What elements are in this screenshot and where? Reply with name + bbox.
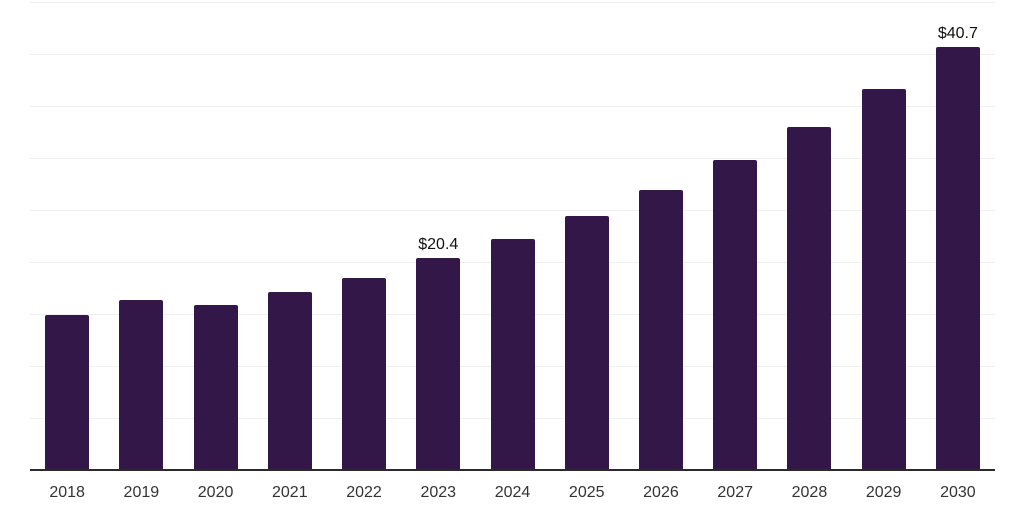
bar-value-label-2023: $20.4 (418, 235, 459, 253)
bar-2029 (861, 89, 906, 470)
x-tick-2024: 2024 (494, 484, 531, 501)
x-tick-2021: 2021 (272, 484, 308, 501)
bar-2023 (416, 257, 461, 470)
x-tick-2027: 2027 (717, 484, 753, 501)
x-tick-2030: 2030 (940, 484, 976, 501)
bar-2020 (193, 304, 238, 470)
bar-2018 (45, 315, 90, 470)
bar-2030 (935, 46, 980, 470)
gridline (30, 158, 995, 159)
x-tick-2019: 2019 (123, 484, 160, 501)
bar-2028 (787, 126, 832, 470)
x-tick-2026: 2026 (643, 484, 679, 501)
x-tick-2028: 2028 (791, 484, 828, 501)
x-tick-2029: 2029 (865, 484, 902, 501)
x-axis-line (30, 469, 995, 471)
gridline (30, 2, 995, 3)
gridline (30, 54, 995, 55)
x-tick-2020: 2020 (197, 484, 234, 501)
bar-value-label-2030: $40.7 (937, 24, 978, 42)
x-tick-2025: 2025 (568, 484, 605, 501)
x-tick-2022: 2022 (346, 484, 382, 501)
bar-2022 (342, 277, 387, 470)
bar-2021 (267, 292, 312, 470)
x-tick-2018: 2018 (49, 484, 85, 501)
x-tick-2023: 2023 (420, 484, 457, 501)
bar-2019 (119, 300, 164, 470)
gridline (30, 106, 995, 107)
gridline (30, 210, 995, 211)
bar-2024 (490, 239, 535, 470)
bar-2027 (713, 160, 758, 470)
bar-2026 (638, 190, 683, 470)
bar-2025 (564, 216, 609, 470)
